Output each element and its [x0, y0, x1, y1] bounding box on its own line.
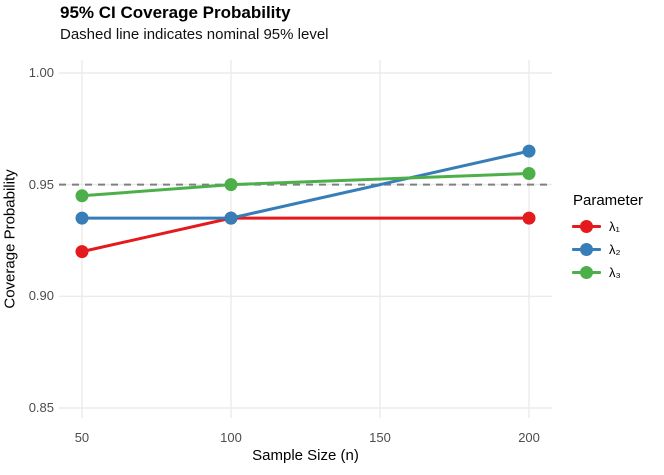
- x-axis-title: Sample Size (n): [252, 447, 359, 464]
- legend-item-label: λ₁: [609, 218, 620, 234]
- legend-title: Parameter: [573, 192, 644, 209]
- data-point: [522, 167, 536, 180]
- chart-subtitle: Dashed line indicates nominal 95% level: [60, 26, 329, 43]
- plot-svg: [59, 60, 552, 418]
- y-tick-label: 0.85: [28, 399, 54, 415]
- legend-item: λ₁: [572, 218, 643, 234]
- legend-key-icon: [572, 242, 601, 256]
- data-point: [224, 178, 238, 192]
- x-tick-label: 50: [74, 430, 90, 445]
- legend-item-label: λ₂: [609, 241, 621, 257]
- data-point: [75, 245, 89, 259]
- legend-key-icon: [572, 265, 601, 279]
- data-point: [522, 211, 536, 225]
- legend-key-dot: [580, 219, 593, 233]
- legend-key-dot: [580, 265, 593, 279]
- y-tick-label: 0.95: [28, 176, 54, 192]
- legend-items: λ₁ λ₂ λ₃: [572, 218, 643, 280]
- data-point: [522, 144, 536, 158]
- plot-panel: [59, 60, 552, 418]
- x-tick-label: 200: [518, 430, 540, 445]
- legend-item: λ₃: [572, 264, 643, 280]
- series-line: [80, 216, 531, 254]
- legend: Parameter λ₁ λ₂ λ₃: [572, 192, 643, 288]
- data-point: [75, 211, 89, 225]
- y-tick-label: 0.90: [28, 288, 54, 304]
- y-tick-label: 1.00: [28, 64, 54, 80]
- legend-item-label: λ₃: [609, 264, 621, 280]
- x-tick-label: 150: [369, 430, 391, 445]
- data-point: [224, 211, 238, 225]
- chart-title: 95% CI Coverage Probability: [60, 3, 291, 22]
- legend-key-dot: [580, 242, 593, 256]
- legend-key-icon: [572, 219, 601, 233]
- data-point: [75, 189, 89, 203]
- legend-item: λ₂: [572, 241, 643, 257]
- x-tick-label: 100: [220, 430, 242, 445]
